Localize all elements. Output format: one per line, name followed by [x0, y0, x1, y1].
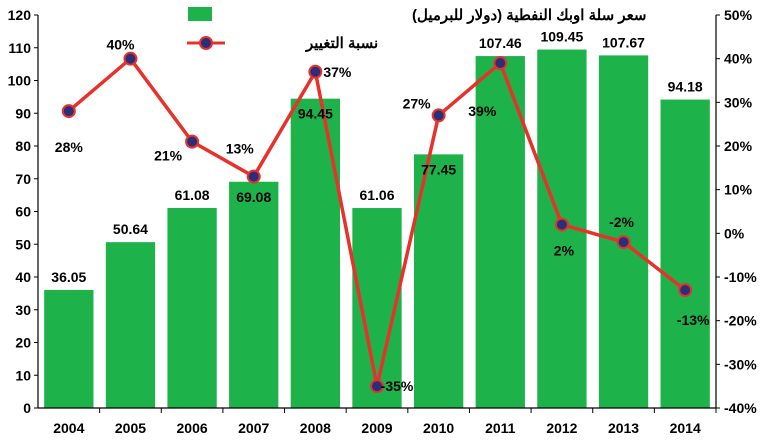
change-label-2007: 13% [226, 141, 255, 157]
bar-2013 [598, 55, 649, 409]
legend-bar-swatch [188, 7, 212, 21]
bar-value-label-2010: 77.45 [421, 161, 456, 177]
marker-2008 [308, 64, 323, 79]
left-tick-label: 30 [15, 302, 31, 318]
change-label-2008: 37% [323, 64, 352, 80]
bar-2010 [413, 154, 464, 408]
change-label-2006: 21% [154, 148, 183, 164]
left-tick-label: 40 [15, 269, 31, 285]
right-tick-label: 0% [724, 225, 745, 241]
left-tick-label: 120 [8, 7, 32, 23]
left-tick-label: 110 [8, 40, 31, 56]
right-tick-label: -10% [724, 269, 757, 285]
bar-value-label-2013: 107.67 [602, 34, 645, 50]
marker-2004 [61, 104, 76, 119]
bar-value-label-2004: 36.05 [51, 269, 86, 285]
marker-2011 [493, 56, 508, 71]
x-tick-label-2006: 2006 [177, 420, 208, 436]
left-tick-label: 70 [15, 171, 31, 187]
left-tick-label: 50 [15, 236, 31, 252]
marker-2007 [246, 169, 261, 184]
right-tick-label: -30% [724, 356, 757, 372]
marker-2014 [678, 283, 693, 298]
bar-2008 [290, 98, 341, 409]
right-tick-label: 40% [724, 51, 753, 67]
x-tick-label-2012: 2012 [546, 420, 577, 436]
right-tick-label: 30% [724, 94, 753, 110]
x-tick-label-2008: 2008 [300, 420, 331, 436]
legend-bar-label: سعر سلة اوبك النفطية (دولار للبرميل) [412, 7, 646, 24]
right-tick-label: 20% [724, 138, 753, 154]
bar-value-label-2009: 61.06 [359, 187, 394, 203]
bar-value-label-2005: 50.64 [113, 221, 148, 237]
bar-value-label-2006: 61.08 [175, 187, 210, 203]
left-tick-label: 10 [15, 367, 31, 383]
bar-value-label-2007: 69.08 [236, 189, 271, 205]
x-tick-label-2005: 2005 [115, 420, 146, 436]
right-tick-label: -40% [724, 400, 757, 416]
legend-line-label: نسبة التغيير [305, 35, 378, 52]
left-tick-label: 80 [15, 138, 31, 154]
x-tick-label-2004: 2004 [53, 420, 84, 436]
change-label-2014: -13% [677, 312, 710, 328]
line-layer [61, 51, 693, 394]
marker-2006 [185, 134, 200, 149]
change-label-2012: 2% [554, 243, 575, 259]
marker-2010 [431, 108, 446, 123]
x-tick-label-2007: 2007 [238, 420, 269, 436]
marker-2013 [616, 235, 631, 250]
legend: سعر سلة اوبك النفطية (دولار للبرميل) نسب… [187, 7, 646, 52]
bar-2007 [229, 181, 279, 408]
bar-2005 [105, 242, 156, 408]
x-tick-label-2009: 2009 [361, 420, 392, 436]
bar-value-label-2008: 94.45 [298, 106, 333, 122]
left-tick-label: 60 [15, 204, 31, 220]
x-tick-label-2014: 2014 [670, 420, 701, 436]
change-label-2009: -35% [381, 378, 414, 394]
change-label-2004: 28% [55, 139, 84, 155]
bar-2014 [660, 99, 710, 409]
right-tick-label: 50% [724, 7, 753, 23]
marker-2012 [554, 217, 569, 232]
x-tick-label-2010: 2010 [423, 420, 454, 436]
bar-2011 [475, 56, 525, 408]
left-tick-label: 90 [15, 105, 31, 121]
bar-2004 [44, 289, 94, 408]
left-tick-label: 0 [23, 400, 31, 416]
bar-2006 [167, 207, 217, 408]
left-tick-label: 100 [8, 73, 32, 89]
labels-layer: 36.05 50.64 61.08 69.08 94.45 61.06 77.45 107.4… [51, 29, 710, 395]
bars-layer [44, 49, 710, 409]
change-label-2005: 40% [106, 37, 135, 53]
change-label-2011: 39% [468, 103, 497, 119]
marker-2009 [370, 379, 384, 394]
right-tick-label: -20% [724, 313, 757, 329]
bar-value-label-2014: 94.18 [668, 79, 703, 95]
legend-line-marker [199, 36, 213, 50]
change-label-2010: 27% [403, 95, 432, 111]
change-label-2013: -2% [609, 214, 634, 230]
bar-value-label-2011: 107.46 [479, 35, 522, 51]
x-tick-label-2011: 2011 [485, 420, 516, 436]
left-tick-label: 20 [15, 335, 31, 351]
axes-layer: 0 10 20 30 40 50 60 70 80 90 100 110 120 -40% -30% -20%… [8, 7, 758, 436]
bar-value-label-2012: 109.45 [540, 29, 583, 45]
marker-2005 [123, 51, 138, 66]
right-tick-label: 10% [724, 182, 753, 198]
x-tick-label-2013: 2013 [608, 420, 639, 436]
